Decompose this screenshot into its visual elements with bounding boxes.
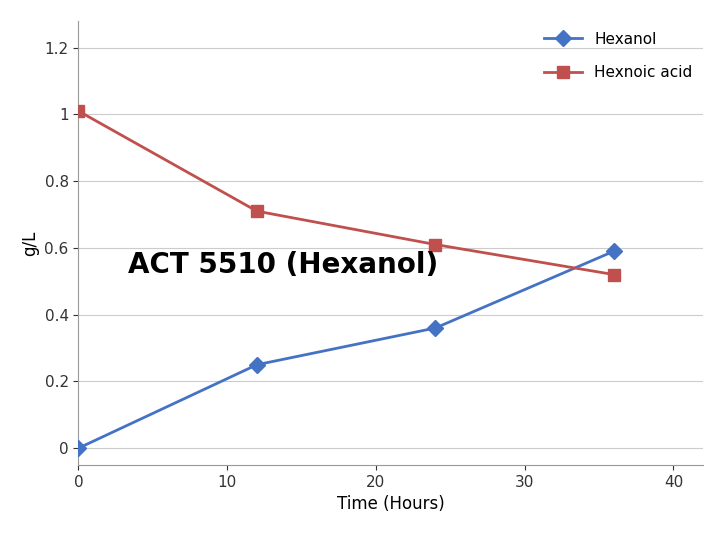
X-axis label: Time (Hours): Time (Hours) (337, 495, 445, 513)
Hexnoic acid (74, 108, 83, 114)
Legend: Hexanol, Hexnoic acid: Hexanol, Hexnoic acid (538, 26, 699, 86)
Y-axis label: g/L: g/L (21, 230, 39, 256)
Hexanol (431, 325, 439, 331)
Hexanol (253, 362, 261, 368)
Hexanol (74, 445, 83, 451)
Hexnoic acid (253, 208, 261, 214)
Line: Hexanol: Hexanol (73, 246, 620, 454)
Line: Hexnoic acid: Hexnoic acid (73, 105, 620, 280)
Hexnoic acid (610, 271, 618, 278)
Hexnoic acid (431, 241, 439, 248)
Text: ACT 5510 (Hexanol): ACT 5510 (Hexanol) (128, 251, 439, 279)
Hexanol (610, 248, 618, 254)
